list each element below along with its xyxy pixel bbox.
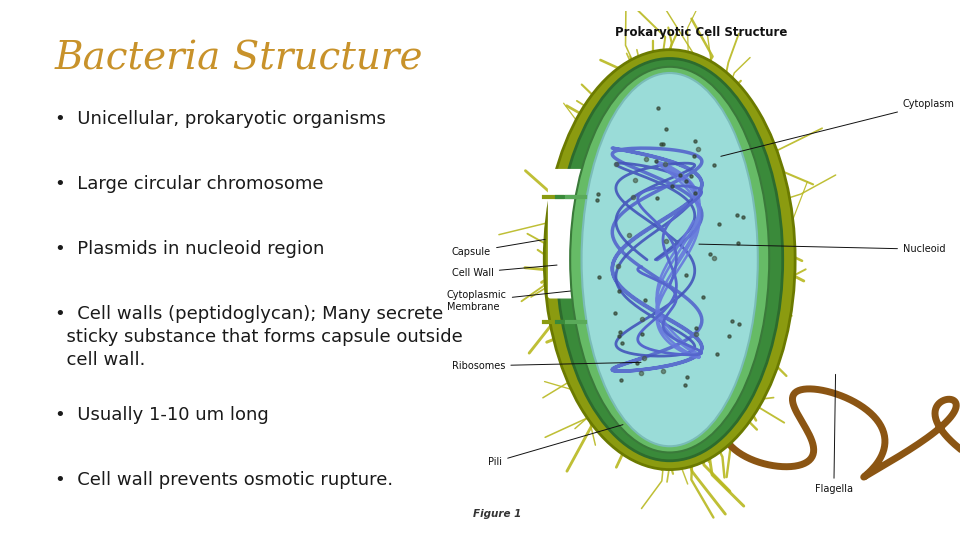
Point bbox=[628, 176, 643, 184]
Point bbox=[589, 196, 605, 205]
Point bbox=[707, 254, 722, 262]
Ellipse shape bbox=[557, 58, 782, 461]
Point bbox=[634, 369, 649, 377]
Point bbox=[659, 124, 674, 133]
Point bbox=[614, 339, 630, 348]
Text: Ribosomes: Ribosomes bbox=[452, 361, 641, 371]
Ellipse shape bbox=[544, 50, 795, 470]
Point bbox=[706, 161, 721, 170]
Point bbox=[658, 159, 673, 168]
Point bbox=[608, 309, 623, 318]
Text: Bacteria Structure: Bacteria Structure bbox=[55, 40, 423, 77]
Point bbox=[630, 359, 645, 368]
Text: Capsule: Capsule bbox=[452, 239, 545, 257]
Text: •  Cell wall prevents osmotic rupture.: • Cell wall prevents osmotic rupture. bbox=[55, 471, 394, 489]
Text: Flagella: Flagella bbox=[815, 374, 852, 494]
Text: •  Large circular chromosome: • Large circular chromosome bbox=[55, 175, 324, 193]
Point bbox=[653, 140, 668, 149]
Point bbox=[656, 139, 671, 148]
Point bbox=[688, 323, 704, 332]
Text: •  Plasmids in nucleoid region: • Plasmids in nucleoid region bbox=[55, 240, 324, 258]
Point bbox=[638, 155, 654, 164]
Point bbox=[686, 152, 702, 160]
Point bbox=[678, 177, 693, 185]
Text: •  Usually 1-10 um long: • Usually 1-10 um long bbox=[55, 406, 269, 424]
Point bbox=[687, 136, 703, 145]
Point bbox=[687, 189, 703, 198]
Point bbox=[673, 171, 688, 179]
Text: Pili: Pili bbox=[489, 424, 623, 467]
Text: Cytoplasm: Cytoplasm bbox=[721, 99, 955, 156]
Point bbox=[709, 350, 725, 359]
Point bbox=[635, 315, 650, 323]
Point bbox=[688, 330, 704, 339]
Point bbox=[612, 287, 627, 296]
Point bbox=[622, 231, 637, 239]
Point bbox=[613, 376, 629, 385]
Point bbox=[656, 366, 671, 375]
Point bbox=[696, 292, 711, 301]
Point bbox=[635, 329, 650, 338]
Text: •  Unicellular, prokaryotic organisms: • Unicellular, prokaryotic organisms bbox=[55, 110, 386, 128]
Point bbox=[730, 211, 745, 219]
Text: •  Cell walls (peptidoglycan); Many secrete
  sticky substance that forms capsul: • Cell walls (peptidoglycan); Many secre… bbox=[55, 305, 463, 369]
Point bbox=[589, 190, 605, 199]
Text: Prokaryotic Cell Structure: Prokaryotic Cell Structure bbox=[614, 26, 787, 39]
FancyBboxPatch shape bbox=[548, 169, 589, 299]
Point bbox=[650, 194, 665, 202]
Point bbox=[612, 328, 627, 337]
Point bbox=[679, 270, 694, 279]
Text: Cell Wall: Cell Wall bbox=[452, 265, 557, 278]
Point bbox=[721, 332, 736, 340]
Point bbox=[677, 381, 692, 389]
Point bbox=[626, 193, 641, 201]
Point bbox=[730, 239, 745, 247]
Point bbox=[664, 181, 680, 190]
Point bbox=[724, 317, 739, 326]
Ellipse shape bbox=[570, 67, 769, 453]
Text: Nucleoid: Nucleoid bbox=[699, 244, 946, 254]
Point bbox=[650, 103, 665, 112]
Point bbox=[612, 332, 627, 340]
Point bbox=[683, 171, 698, 180]
Point bbox=[732, 320, 747, 328]
Point bbox=[680, 373, 695, 381]
Point bbox=[591, 273, 607, 281]
Point bbox=[610, 262, 625, 271]
Point bbox=[703, 250, 718, 259]
Point bbox=[608, 160, 623, 168]
Point bbox=[690, 145, 706, 153]
Point bbox=[636, 353, 651, 362]
Ellipse shape bbox=[582, 73, 757, 446]
Point bbox=[659, 237, 674, 245]
Point bbox=[648, 157, 663, 166]
Point bbox=[637, 295, 653, 304]
Text: Cytoplasmic
Membrane: Cytoplasmic Membrane bbox=[446, 291, 570, 312]
Point bbox=[711, 220, 727, 228]
Point bbox=[735, 213, 751, 221]
Text: Figure 1: Figure 1 bbox=[472, 509, 521, 519]
